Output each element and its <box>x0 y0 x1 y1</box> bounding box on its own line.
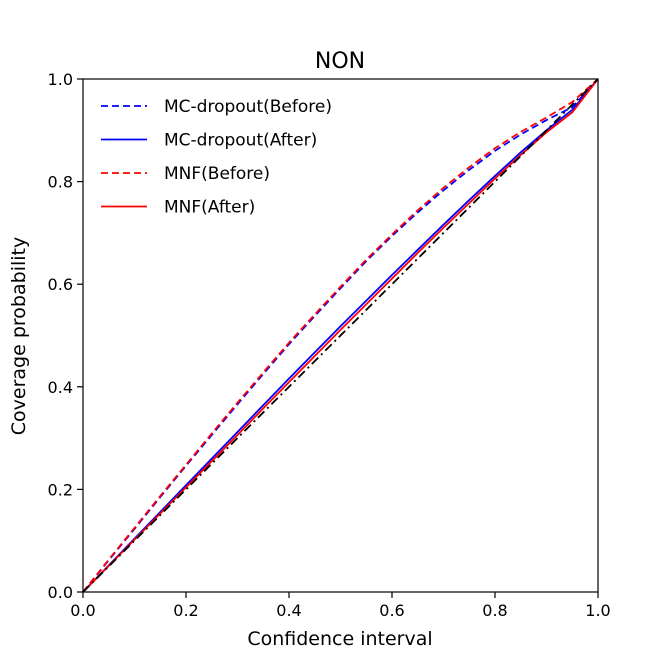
series-line-mnf-after <box>82 78 599 593</box>
legend-label: MC-dropout(Before) <box>164 97 332 117</box>
legend-label: MNF(Before) <box>164 164 270 184</box>
x-axis-label: Confidence interval <box>247 628 432 650</box>
chart-title: NON <box>315 49 365 74</box>
reference-diagonal-line <box>82 78 599 593</box>
y-tick-label: 1.0 <box>48 70 73 89</box>
plot-frame <box>82 78 599 593</box>
axis-ticks: 0.0 0.2 0.4 0.6 0.8 1.0 0.0 0.2 0.4 0.6 0.8 1.0 <box>48 70 611 620</box>
series-lines <box>82 78 599 593</box>
y-axis-label: Coverage probability <box>8 237 30 435</box>
series-line-mnf-before <box>82 78 599 593</box>
legend: MC-dropout(Before) MC-dropout(After) MNF(B… <box>101 97 332 218</box>
y-tick-label: 0.8 <box>48 173 73 192</box>
legend-label: MC-dropout(After) <box>164 131 317 151</box>
x-tick-label: 1.0 <box>585 601 610 620</box>
y-tick-label: 0.4 <box>48 378 73 397</box>
series-line-mc-dropout-after <box>82 78 599 593</box>
x-tick-label: 0.6 <box>379 601 404 620</box>
y-tick-label: 0.2 <box>48 480 73 499</box>
y-tick-label: 0.6 <box>48 275 73 294</box>
x-tick-label: 0.2 <box>173 601 198 620</box>
x-tick-label: 0.8 <box>482 601 507 620</box>
legend-label: MNF(After) <box>164 198 255 218</box>
x-tick-label: 0.0 <box>70 601 95 620</box>
x-tick-label: 0.4 <box>276 601 301 620</box>
y-tick-label: 0.0 <box>48 583 73 602</box>
